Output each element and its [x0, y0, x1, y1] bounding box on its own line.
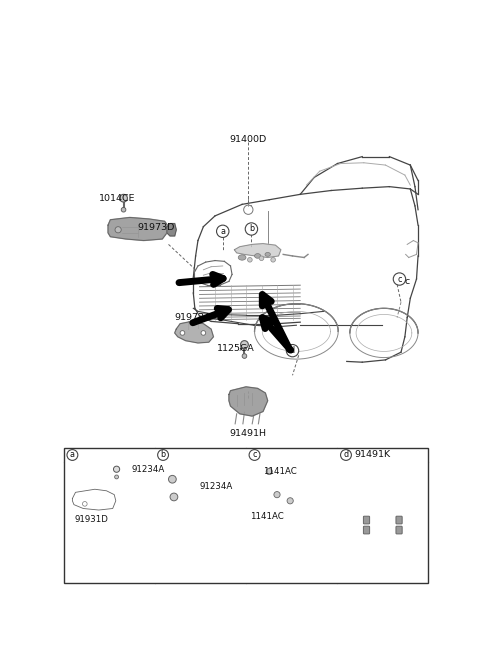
Circle shape: [83, 501, 87, 506]
Circle shape: [249, 449, 260, 461]
Text: c: c: [397, 275, 402, 284]
FancyBboxPatch shape: [363, 516, 370, 524]
Text: 1141AC: 1141AC: [250, 512, 284, 522]
Circle shape: [115, 227, 121, 233]
Text: 91491H: 91491H: [230, 429, 267, 438]
Polygon shape: [229, 387, 268, 416]
Circle shape: [259, 256, 264, 261]
Polygon shape: [286, 467, 298, 476]
Text: c: c: [252, 451, 257, 459]
Circle shape: [120, 194, 127, 202]
Text: 91491K: 91491K: [355, 451, 391, 459]
Circle shape: [216, 225, 229, 237]
FancyBboxPatch shape: [363, 526, 370, 534]
Text: 91931D: 91931D: [74, 514, 108, 524]
Text: a: a: [220, 227, 225, 236]
Polygon shape: [72, 489, 116, 510]
Polygon shape: [234, 244, 281, 258]
Bar: [64, 449, 428, 583]
FancyBboxPatch shape: [396, 526, 402, 534]
FancyBboxPatch shape: [366, 506, 400, 546]
Text: c: c: [405, 277, 410, 286]
Text: d: d: [290, 346, 295, 355]
Circle shape: [180, 330, 185, 335]
Circle shape: [240, 340, 248, 348]
Text: 91400D: 91400D: [230, 135, 267, 144]
Circle shape: [393, 273, 406, 285]
Circle shape: [340, 449, 351, 461]
Polygon shape: [108, 217, 168, 240]
Text: a: a: [70, 451, 75, 459]
Ellipse shape: [254, 254, 261, 258]
Text: 1141AC: 1141AC: [263, 467, 297, 476]
Ellipse shape: [265, 252, 270, 256]
Circle shape: [67, 449, 78, 461]
Text: 1125GA: 1125GA: [217, 344, 255, 353]
Circle shape: [274, 491, 280, 498]
Circle shape: [248, 258, 252, 262]
Text: 1014CE: 1014CE: [99, 194, 135, 203]
Circle shape: [170, 493, 178, 501]
Circle shape: [168, 476, 176, 483]
Circle shape: [245, 223, 258, 235]
Text: d: d: [343, 451, 348, 459]
Circle shape: [244, 205, 253, 214]
Circle shape: [271, 258, 276, 262]
Circle shape: [286, 344, 299, 357]
Text: 91234A: 91234A: [200, 482, 233, 491]
Circle shape: [157, 449, 168, 461]
Polygon shape: [167, 223, 176, 236]
Circle shape: [287, 498, 293, 504]
Circle shape: [121, 208, 126, 212]
Ellipse shape: [238, 255, 246, 260]
Text: b: b: [160, 451, 166, 459]
Text: 91973D: 91973D: [137, 223, 175, 232]
Circle shape: [266, 468, 272, 474]
Circle shape: [201, 330, 206, 335]
Text: b: b: [249, 225, 254, 233]
Circle shape: [115, 475, 119, 479]
Text: 91234A: 91234A: [132, 464, 165, 474]
Circle shape: [113, 466, 120, 472]
Text: 91973A: 91973A: [175, 313, 211, 322]
FancyBboxPatch shape: [396, 516, 402, 524]
Circle shape: [242, 353, 247, 358]
Polygon shape: [175, 321, 214, 343]
